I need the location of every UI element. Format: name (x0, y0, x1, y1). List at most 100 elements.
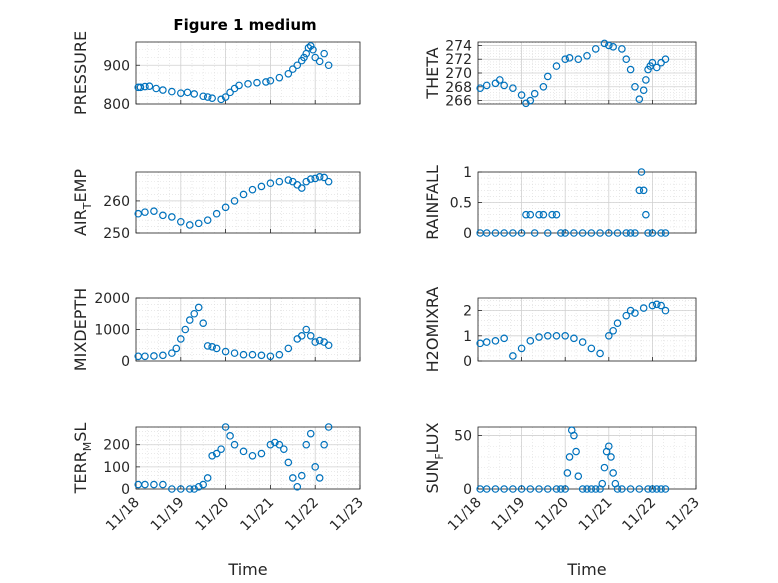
data-point (297, 184, 306, 192)
data-point (168, 213, 176, 221)
y-tick-label: 274 (445, 38, 472, 54)
data-point (168, 349, 176, 357)
data-point (583, 51, 591, 60)
data-point (613, 485, 622, 493)
data-point (141, 208, 149, 216)
data-point (145, 82, 154, 90)
y-tick-label: 268 (445, 80, 472, 96)
data-point (635, 95, 644, 103)
data-point (661, 229, 670, 237)
data-point (583, 485, 591, 493)
y-axis-label-subscript: F (433, 453, 446, 459)
data-point (598, 479, 607, 488)
y-tick-label: 250 (103, 226, 130, 242)
data-point (613, 229, 622, 237)
y-axis-label-subscript: M (81, 442, 94, 452)
data-point (208, 94, 216, 102)
data-point (284, 69, 293, 78)
data-point (661, 306, 670, 315)
data-point (230, 440, 239, 449)
data-point (517, 485, 526, 493)
data-point (543, 72, 552, 81)
data-point (311, 174, 320, 183)
y-axis-label: MIXDEPTH (71, 288, 90, 371)
data-point (212, 449, 221, 458)
y-tick-label: 2000 (94, 291, 130, 307)
data-point (159, 480, 167, 489)
y-axis-label-suffix: EMP (71, 169, 90, 203)
y-axis-label: TERRMSL (71, 423, 94, 495)
data-point (522, 210, 530, 219)
data-point (596, 349, 604, 358)
data-point (648, 301, 657, 310)
data-point (587, 229, 596, 237)
data-point (561, 485, 570, 493)
subplot-h2omixra: 0 1 2 H2OMIXRA (423, 287, 697, 372)
x-tick-label: 11/22 (619, 495, 659, 535)
data-point (302, 440, 311, 449)
data-point (652, 485, 661, 493)
data-point (266, 440, 275, 449)
data-point (293, 482, 302, 491)
x-tick-label: 11/21 (576, 495, 616, 535)
data-point (578, 229, 587, 237)
data-point (622, 55, 631, 64)
y-tick-label: 2 (463, 304, 472, 320)
axes-frame (135, 41, 361, 105)
data-point (141, 82, 149, 91)
data-point (190, 90, 199, 98)
y-tick-label: 266 (445, 94, 472, 110)
data-point (239, 190, 248, 199)
x-tick-label: 11/18 (103, 495, 143, 535)
data-point (557, 485, 565, 493)
data-point (604, 41, 613, 50)
x-axis-label: Time (227, 560, 267, 579)
axes-frame (135, 171, 361, 234)
data-point (482, 338, 491, 346)
data-point (239, 350, 248, 359)
data-point (141, 480, 149, 489)
data-point (635, 186, 644, 195)
y-axis-label: SUNFLUX (423, 422, 446, 493)
data-point (509, 229, 517, 237)
data-point (212, 344, 221, 353)
y-axis-label-main: AIR (71, 209, 90, 236)
x-tick-label: 11/20 (532, 495, 572, 535)
x-tick-label: 11/19 (148, 495, 188, 535)
data-point (631, 82, 639, 91)
data-point (306, 429, 315, 438)
data-point (293, 61, 302, 70)
data-point (517, 91, 526, 99)
y-axis-label-main: PRESSURE (71, 31, 90, 115)
data-point (217, 445, 225, 453)
data-point (517, 344, 526, 353)
data-point (248, 451, 257, 460)
x-tick-label: 11/22 (282, 495, 322, 535)
data-point (639, 86, 648, 95)
data-point (552, 62, 561, 70)
y-tick-label: 0 (463, 482, 472, 498)
data-point (306, 331, 315, 340)
data-point (315, 336, 324, 345)
data-point (194, 482, 203, 491)
data-point (284, 176, 293, 184)
data-point (141, 352, 149, 361)
data-point (530, 89, 539, 98)
data-point (185, 485, 194, 493)
data-point (491, 229, 500, 237)
data-point (600, 39, 609, 48)
data-point (226, 432, 234, 440)
data-point (637, 168, 646, 176)
data-point (239, 447, 248, 456)
data-point (275, 440, 284, 449)
data-point (134, 209, 143, 218)
data-point (199, 92, 208, 101)
data-point (248, 185, 257, 194)
data-point (315, 173, 324, 181)
data-point (194, 303, 203, 312)
data-point (311, 338, 320, 346)
data-point (253, 78, 261, 87)
data-point (543, 229, 552, 237)
